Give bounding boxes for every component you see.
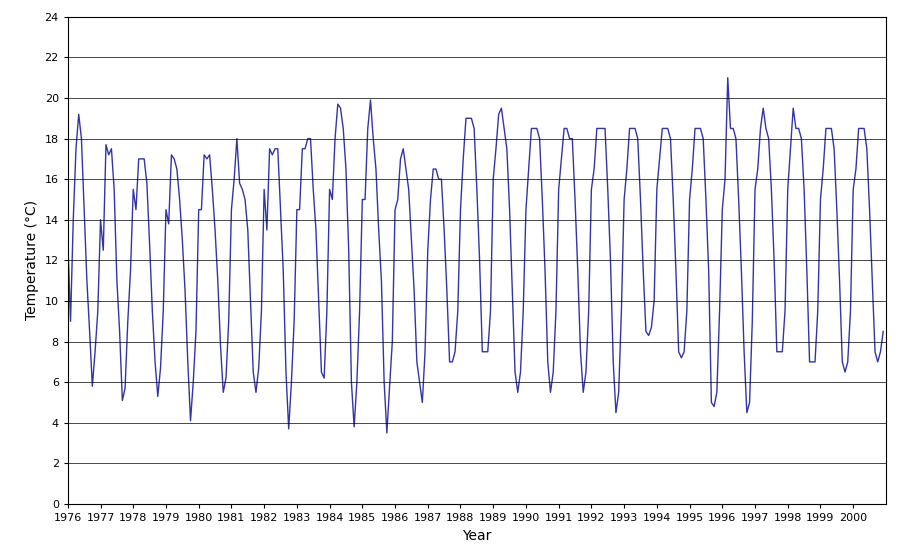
X-axis label: Year: Year — [461, 529, 491, 543]
Y-axis label: Temperature (°C): Temperature (°C) — [25, 200, 39, 320]
